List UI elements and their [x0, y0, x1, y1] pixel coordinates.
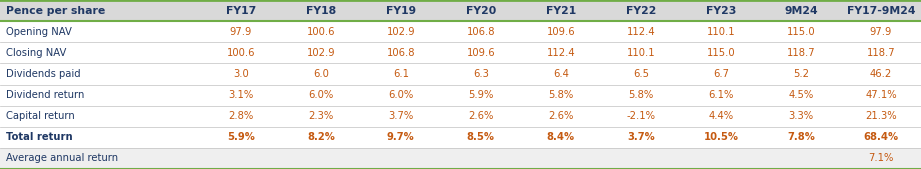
Bar: [0, 127, 921, 148]
Bar: [0, 42, 921, 63]
Text: 6.3: 6.3: [472, 69, 489, 79]
Text: 4.4%: 4.4%: [708, 111, 733, 121]
Text: 3.7%: 3.7%: [627, 132, 655, 142]
Text: Opening NAV: Opening NAV: [6, 27, 72, 37]
Text: Capital return: Capital return: [6, 111, 75, 121]
Text: -2.1%: -2.1%: [626, 111, 656, 121]
Text: 118.7: 118.7: [867, 48, 895, 58]
Bar: [0, 84, 921, 106]
Text: 7.1%: 7.1%: [869, 153, 893, 163]
Text: 9.7%: 9.7%: [387, 132, 414, 142]
Text: FY17-9M24: FY17-9M24: [846, 6, 915, 16]
Bar: [0, 21, 921, 42]
Bar: [0, 106, 921, 127]
Text: 47.1%: 47.1%: [865, 90, 897, 100]
Text: 6.1: 6.1: [393, 69, 409, 79]
Text: Dividend return: Dividend return: [6, 90, 84, 100]
Text: 115.0: 115.0: [706, 48, 735, 58]
Text: 100.6: 100.6: [307, 27, 335, 37]
Text: 112.4: 112.4: [546, 48, 576, 58]
Text: 6.0: 6.0: [313, 69, 329, 79]
Bar: [0, 0, 921, 21]
Text: 6.0%: 6.0%: [389, 90, 414, 100]
Text: 115.0: 115.0: [787, 27, 815, 37]
Text: 106.8: 106.8: [387, 48, 415, 58]
Text: FY17: FY17: [226, 6, 256, 16]
Text: 2.6%: 2.6%: [468, 111, 494, 121]
Text: 68.4%: 68.4%: [863, 132, 899, 142]
Text: 3.7%: 3.7%: [389, 111, 414, 121]
Bar: [0, 63, 921, 84]
Text: FY20: FY20: [466, 6, 496, 16]
Text: 102.9: 102.9: [387, 27, 415, 37]
Bar: [0, 148, 921, 169]
Text: 102.9: 102.9: [307, 48, 335, 58]
Text: 6.5: 6.5: [633, 69, 649, 79]
Text: Average annual return: Average annual return: [6, 153, 118, 163]
Text: 109.6: 109.6: [467, 48, 495, 58]
Text: 2.6%: 2.6%: [548, 111, 574, 121]
Text: 4.5%: 4.5%: [788, 90, 813, 100]
Text: 6.0%: 6.0%: [309, 90, 333, 100]
Text: FY22: FY22: [625, 6, 656, 16]
Text: 110.1: 110.1: [626, 48, 655, 58]
Text: Dividends paid: Dividends paid: [6, 69, 80, 79]
Text: FY23: FY23: [705, 6, 736, 16]
Text: 21.3%: 21.3%: [865, 111, 897, 121]
Text: Pence per share: Pence per share: [6, 6, 105, 16]
Text: 97.9: 97.9: [229, 27, 252, 37]
Text: 3.1%: 3.1%: [228, 90, 253, 100]
Text: 5.8%: 5.8%: [548, 90, 574, 100]
Text: 8.4%: 8.4%: [547, 132, 575, 142]
Text: 118.7: 118.7: [787, 48, 815, 58]
Text: 2.3%: 2.3%: [309, 111, 333, 121]
Text: 8.5%: 8.5%: [467, 132, 495, 142]
Text: 5.9%: 5.9%: [468, 90, 494, 100]
Text: 6.4: 6.4: [553, 69, 569, 79]
Text: 2.8%: 2.8%: [228, 111, 253, 121]
Text: 6.1%: 6.1%: [708, 90, 734, 100]
Text: 5.9%: 5.9%: [227, 132, 255, 142]
Text: Total return: Total return: [6, 132, 72, 142]
Text: FY18: FY18: [306, 6, 336, 16]
Text: 100.6: 100.6: [227, 48, 255, 58]
Text: 7.8%: 7.8%: [787, 132, 815, 142]
Text: 109.6: 109.6: [546, 27, 576, 37]
Text: 8.2%: 8.2%: [307, 132, 334, 142]
Text: 10.5%: 10.5%: [704, 132, 739, 142]
Text: 112.4: 112.4: [626, 27, 655, 37]
Text: 97.9: 97.9: [869, 27, 892, 37]
Text: 46.2: 46.2: [869, 69, 892, 79]
Text: 3.0: 3.0: [233, 69, 249, 79]
Text: FY21: FY21: [546, 6, 576, 16]
Text: 6.7: 6.7: [713, 69, 729, 79]
Text: 3.3%: 3.3%: [788, 111, 813, 121]
Text: 5.2: 5.2: [793, 69, 809, 79]
Text: FY19: FY19: [386, 6, 416, 16]
Text: Closing NAV: Closing NAV: [6, 48, 66, 58]
Text: 9M24: 9M24: [784, 6, 818, 16]
Text: 110.1: 110.1: [706, 27, 735, 37]
Text: 5.8%: 5.8%: [628, 90, 654, 100]
Text: 106.8: 106.8: [467, 27, 495, 37]
